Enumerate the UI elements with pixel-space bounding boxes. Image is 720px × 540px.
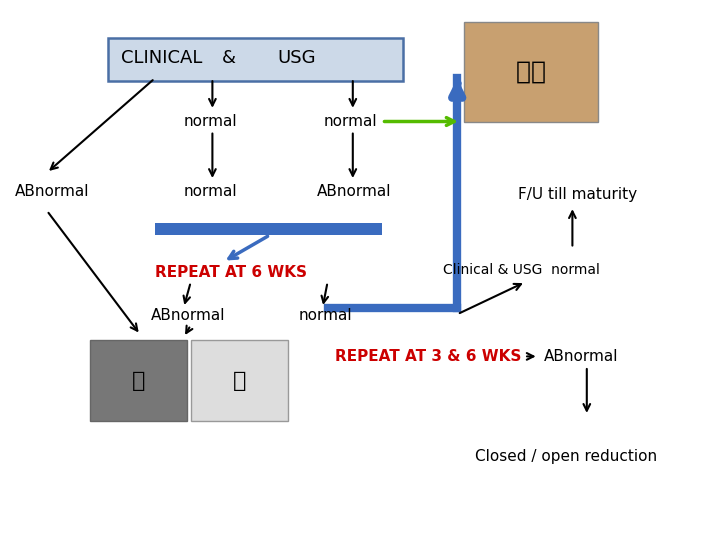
Text: ABnormal: ABnormal (151, 308, 225, 323)
Text: 👩‍👦: 👩‍👦 (516, 59, 546, 84)
FancyBboxPatch shape (155, 223, 382, 235)
Text: normal: normal (299, 308, 352, 323)
Text: 👶: 👶 (233, 370, 246, 391)
Text: ABnormal: ABnormal (14, 184, 89, 199)
Text: normal: normal (184, 114, 237, 129)
Text: ABnormal: ABnormal (544, 349, 618, 364)
Text: REPEAT AT 3 & 6 WKS: REPEAT AT 3 & 6 WKS (335, 349, 521, 364)
Text: USG: USG (277, 49, 315, 68)
Text: normal: normal (324, 114, 377, 129)
FancyBboxPatch shape (90, 340, 187, 421)
FancyBboxPatch shape (464, 22, 598, 122)
Text: ABnormal: ABnormal (317, 184, 391, 199)
Text: normal: normal (184, 184, 237, 199)
FancyBboxPatch shape (108, 38, 403, 81)
Text: REPEAT AT 6 WKS: REPEAT AT 6 WKS (155, 265, 307, 280)
Text: F/U till maturity: F/U till maturity (518, 187, 637, 202)
Text: 👨: 👨 (132, 370, 145, 391)
Text: CLINICAL: CLINICAL (121, 49, 202, 68)
FancyBboxPatch shape (191, 340, 288, 421)
Text: &: & (222, 49, 236, 68)
Text: Clinical & USG  normal: Clinical & USG normal (443, 263, 600, 277)
Text: Closed / open reduction: Closed / open reduction (475, 449, 657, 464)
